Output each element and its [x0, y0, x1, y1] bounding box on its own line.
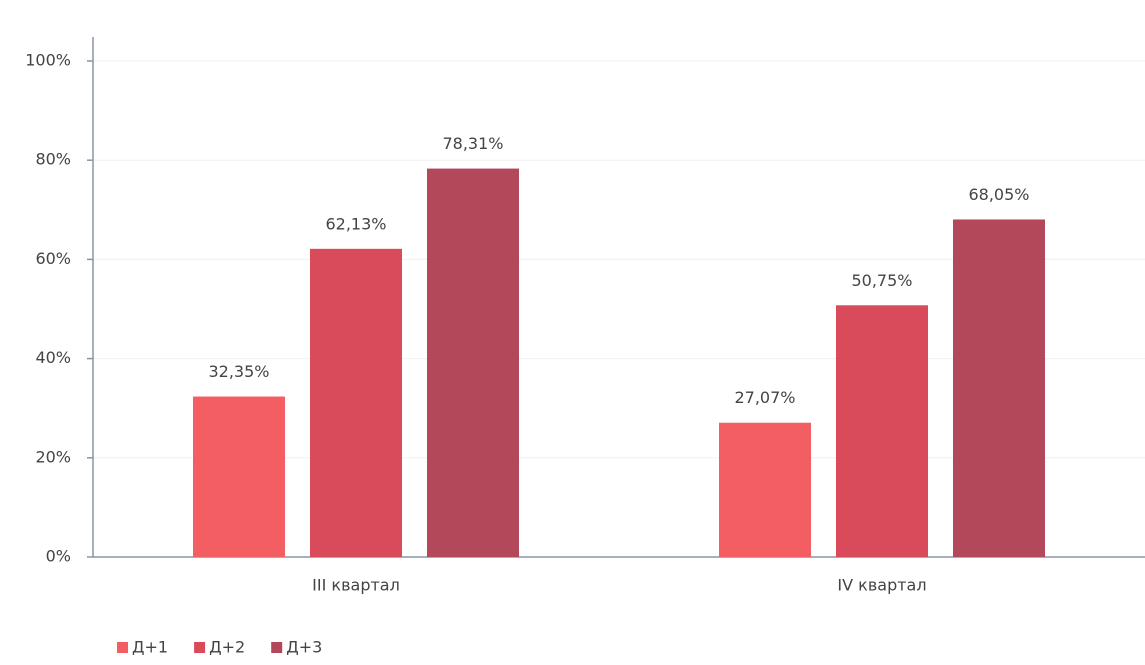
legend-label: Д+1 — [132, 638, 168, 657]
bar — [193, 396, 285, 557]
legend-label: Д+2 — [209, 638, 245, 657]
data-label: 50,75% — [851, 271, 912, 290]
y-tick-label: 20% — [35, 447, 71, 466]
bar — [953, 219, 1045, 558]
bar — [310, 248, 402, 557]
y-tick-label: 60% — [35, 249, 71, 268]
y-tick-label: 40% — [35, 348, 71, 367]
y-tick-label: 100% — [25, 51, 71, 70]
data-label: 68,05% — [968, 185, 1029, 204]
data-label: 78,31% — [442, 134, 503, 153]
bar — [836, 305, 928, 557]
data-label: 62,13% — [325, 214, 386, 233]
bar — [427, 168, 519, 557]
bar — [719, 422, 811, 557]
legend-swatch — [271, 642, 283, 653]
legend-swatch — [194, 642, 206, 653]
legend-label: Д+3 — [286, 638, 322, 657]
data-label: 32,35% — [208, 362, 269, 381]
data-label: 27,07% — [734, 388, 795, 407]
y-tick-label: 80% — [35, 150, 71, 169]
legend-swatch — [117, 642, 128, 653]
y-tick-label: 0% — [46, 547, 71, 566]
x-tick-label: IV квартал — [837, 576, 926, 595]
x-tick-label: III квартал — [312, 576, 400, 595]
